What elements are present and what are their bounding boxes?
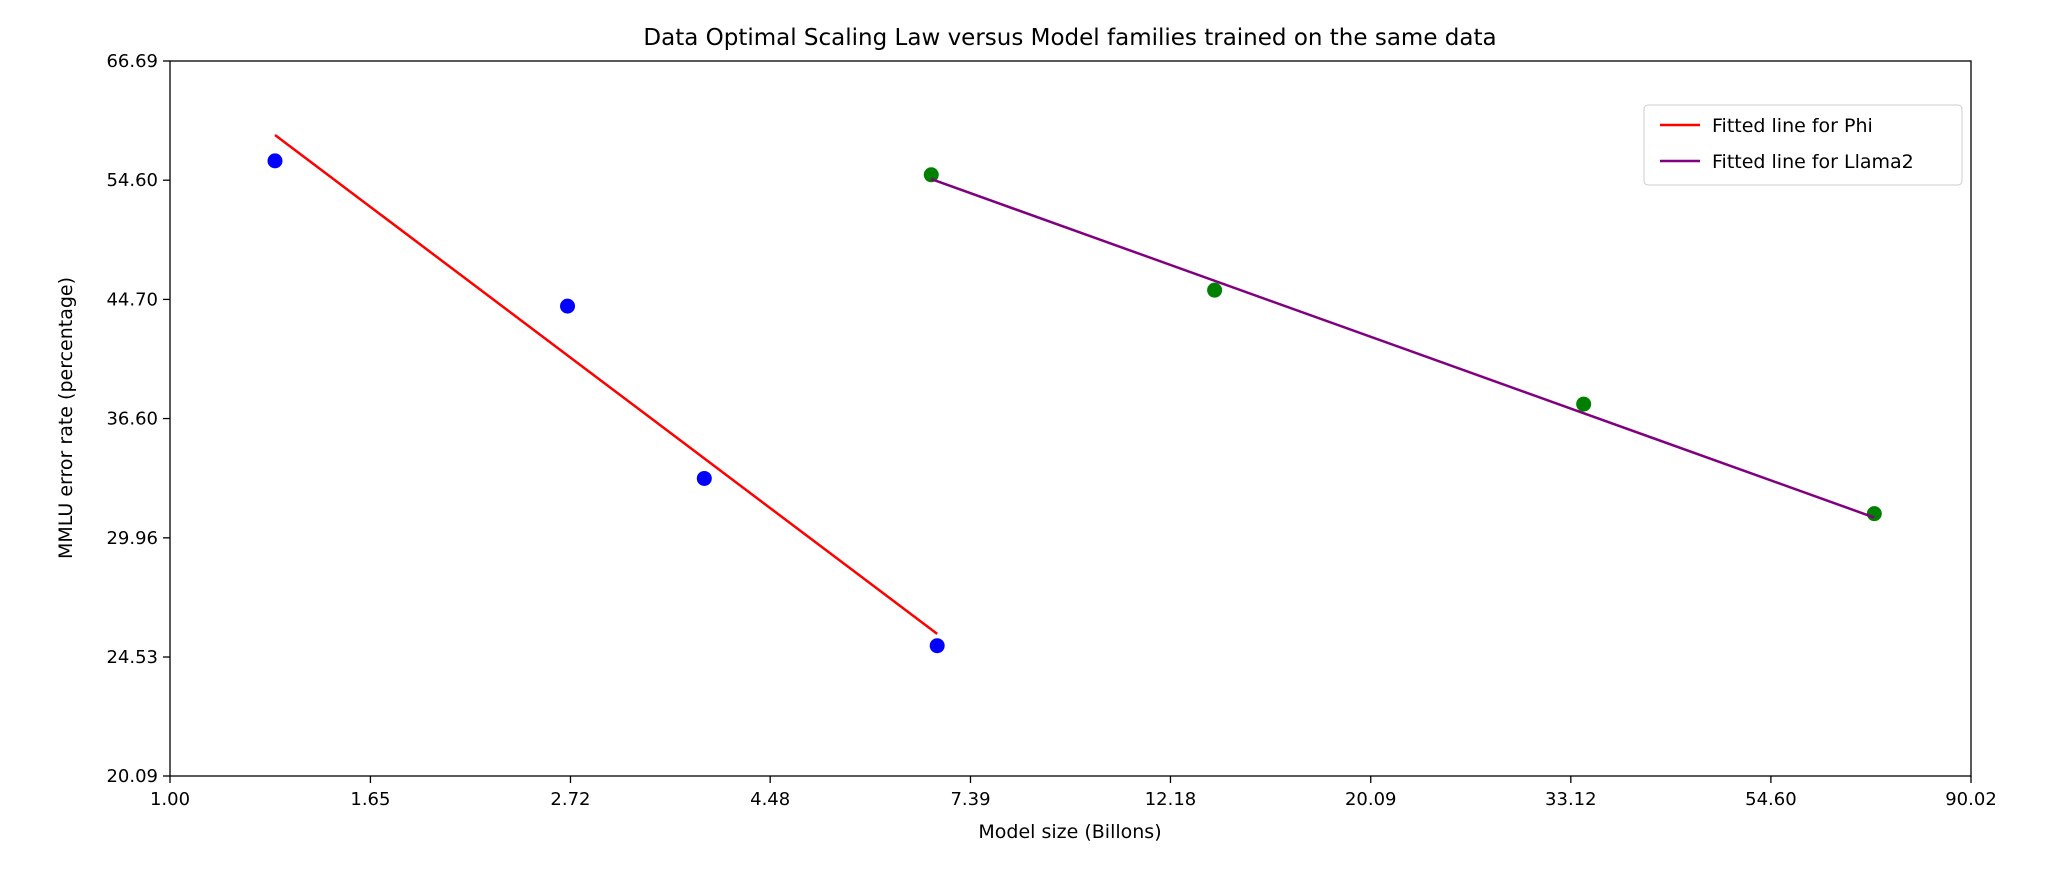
x-tick-label: 7.39 <box>950 789 990 810</box>
x-tick-label: 20.09 <box>1345 789 1397 810</box>
fitted-line-3 <box>930 177 1875 519</box>
data-point <box>696 470 712 486</box>
y-tick-label: 24.53 <box>106 647 158 668</box>
data-point <box>1576 396 1592 412</box>
x-axis-label: Model size (Billons) <box>978 821 1161 843</box>
x-tick-label: 4.48 <box>750 789 790 810</box>
y-tick-label: 29.96 <box>106 528 158 549</box>
y-tick-label: 66.69 <box>106 51 158 72</box>
data-point <box>923 167 939 183</box>
y-tick-label: 20.09 <box>106 766 158 787</box>
y-tick-label: 54.60 <box>106 170 158 191</box>
data-point <box>1866 506 1882 522</box>
data-marks <box>267 134 1882 654</box>
x-tick-label: 12.18 <box>1145 789 1197 810</box>
data-point <box>267 153 283 169</box>
legend: Fitted line for Phi Fitted line for Llam… <box>1643 104 1963 186</box>
legend-label-llama2: Fitted line for Llama2 <box>1712 151 1914 173</box>
data-point <box>560 298 576 314</box>
data-point <box>929 638 945 654</box>
x-tick-label: 2.72 <box>550 789 590 810</box>
legend-label-phi: Fitted line for Phi <box>1712 115 1873 137</box>
fitted-line-2 <box>274 134 938 635</box>
x-tick-label: 54.60 <box>1745 789 1797 810</box>
y-axis-label: MMLU error rate (percentage) <box>55 277 77 559</box>
data-point <box>1207 282 1223 298</box>
legend-box <box>1643 104 1963 186</box>
x-tick-label: 1.00 <box>150 789 190 810</box>
x-tick-label: 33.12 <box>1545 789 1597 810</box>
y-axis-ticks: 20.09 24.53 29.96 36.60 44.70 54.60 66.69 <box>106 51 170 787</box>
y-tick-label: 44.70 <box>106 289 158 310</box>
x-tick-label: 1.65 <box>350 789 390 810</box>
x-axis-ticks: 1.00 1.65 2.72 4.48 7.39 12.18 20.09 33.12 54.60… <box>150 776 1997 810</box>
y-tick-label: 36.60 <box>106 409 158 430</box>
chart-title: Data Optimal Scaling Law versus Model fa… <box>643 25 1496 51</box>
x-tick-label: 90.02 <box>1945 789 1997 810</box>
